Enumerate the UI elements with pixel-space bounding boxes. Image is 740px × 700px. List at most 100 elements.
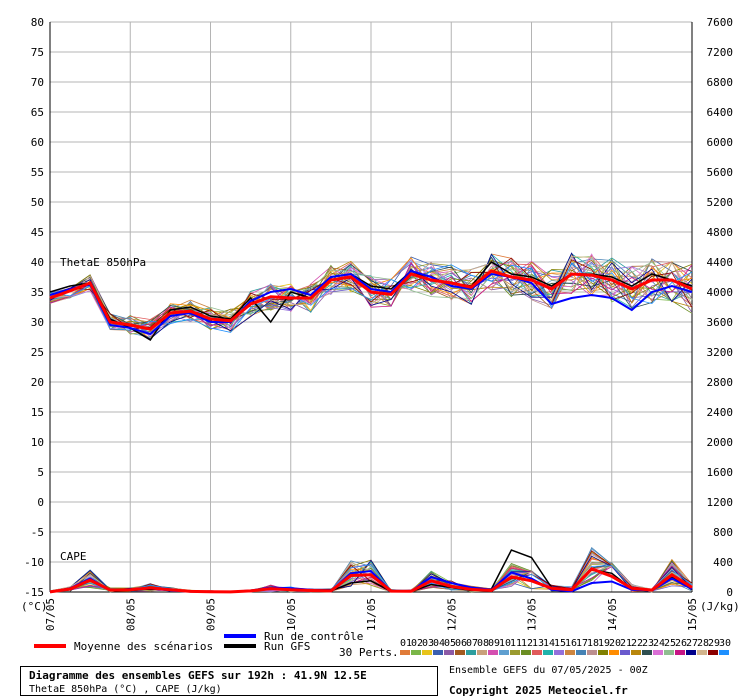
pert-color-swatch [675, 650, 685, 655]
thetae-perturbation-line [49, 254, 693, 331]
pert-color-swatch [631, 650, 641, 655]
pert-color-swatch [422, 650, 432, 655]
pert-color-swatch [653, 650, 663, 655]
left-tick-label: 75 [31, 46, 44, 59]
pert-number-label: 23 [642, 638, 654, 649]
chart-subtitle: ThetaE 850hPa (°C) , CAPE (J/kg) [29, 684, 222, 695]
pert-number-label: 21 [620, 638, 632, 649]
pert-number-label: 28 [697, 638, 709, 649]
pert-number-label: 30 [719, 638, 731, 649]
pert-color-swatch [565, 650, 575, 655]
right-tick-label: 4800 [707, 226, 734, 239]
pert-color-swatch [642, 650, 652, 655]
left-tick-label: 70 [31, 76, 44, 89]
right-tick-label: 2400 [707, 406, 734, 419]
pert-number-label: 04 [433, 638, 445, 649]
left-tick-label: 20 [31, 376, 44, 389]
main-series-lines [49, 261, 693, 594]
right-tick-label: 4000 [707, 286, 734, 299]
date-tick-label: 10/05 [285, 598, 298, 631]
pert-number-label: 01 [400, 638, 412, 649]
pert-color-swatch [400, 650, 410, 655]
ensemble-run-label: Ensemble GEFS du 07/05/2025 - 00Z [449, 665, 648, 676]
pert-number-label: 12 [521, 638, 533, 649]
chart-title: Diagramme des ensembles GEFS sur 192h : … [29, 669, 367, 682]
legend-perts-label: 30 Perts. [339, 646, 399, 659]
thetae-control-line [49, 269, 693, 336]
chart-info-box: Diagramme des ensembles GEFS sur 192h : … [20, 666, 438, 696]
left-tick-label: 10 [31, 436, 44, 449]
pert-color-swatch [488, 650, 498, 655]
pert-color-swatch [499, 650, 509, 655]
pert-color-swatch [455, 650, 465, 655]
right-tick-label: 2800 [707, 376, 734, 389]
left-tick-label: 35 [31, 286, 44, 299]
left-tick-label: 15 [31, 406, 44, 419]
pert-number-label: 06 [455, 638, 467, 649]
right-tick-label: 5200 [707, 196, 734, 209]
right-tick-label: 0 [726, 586, 733, 599]
pert-color-swatch [609, 650, 619, 655]
pert-number-label: 19 [598, 638, 610, 649]
right-axis-ticks: 7600720068006400600056005200480044004000… [707, 16, 734, 599]
thetae-annotation: ThetaE 850hPa [60, 256, 146, 269]
left-tick-label: 5 [37, 466, 44, 479]
pert-number-label: 08 [477, 638, 489, 649]
date-tick-label: 14/05 [606, 598, 619, 631]
pert-number-label: 17 [576, 638, 588, 649]
pert-color-swatch [510, 650, 520, 655]
right-axis-unit: (J/kg) [700, 600, 740, 613]
right-tick-label: 5600 [707, 166, 734, 179]
left-tick-label: 65 [31, 106, 44, 119]
date-tick-label: 08/05 [124, 598, 137, 631]
pert-number-label: 14 [543, 638, 555, 649]
pert-color-swatch [587, 650, 597, 655]
left-tick-label: 60 [31, 136, 44, 149]
pert-color-swatch [521, 650, 531, 655]
pert-number-label: 05 [444, 638, 456, 649]
thetae-perturbation-line [49, 260, 693, 333]
pert-number-label: 24 [653, 638, 665, 649]
pert-number-label: 03 [422, 638, 434, 649]
pert-number-label: 02 [411, 638, 423, 649]
pert-color-swatch [411, 650, 421, 655]
right-tick-label: 400 [713, 556, 733, 569]
pert-number-label: 18 [587, 638, 599, 649]
pert-color-swatch [686, 650, 696, 655]
right-tick-label: 6800 [707, 76, 734, 89]
left-tick-label: 55 [31, 166, 44, 179]
left-tick-label: 45 [31, 226, 44, 239]
cape-mean-line [49, 567, 693, 594]
pert-number-label: 27 [686, 638, 698, 649]
right-tick-label: 7600 [707, 16, 734, 29]
left-axis-unit: (°C) [21, 600, 48, 613]
pert-number-label: 29 [708, 638, 720, 649]
pert-color-swatch [532, 650, 542, 655]
pert-color-swatch [719, 650, 729, 655]
legend-mean-label: Moyenne des scénarios [74, 640, 213, 653]
right-tick-label: 6000 [707, 136, 734, 149]
pert-color-swatch [697, 650, 707, 655]
cape-annotation: CAPE [60, 550, 87, 563]
right-tick-label: 1200 [707, 496, 734, 509]
left-tick-label: 40 [31, 256, 44, 269]
left-tick-label: 80 [31, 16, 44, 29]
date-tick-label: 11/05 [365, 598, 378, 631]
right-tick-label: 6400 [707, 106, 734, 119]
right-tick-label: 3600 [707, 316, 734, 329]
pert-number-label: 26 [675, 638, 687, 649]
right-tick-label: 800 [713, 526, 733, 539]
legend-gfs-label: Run GFS [264, 640, 310, 653]
left-tick-label: -5 [31, 526, 44, 539]
pert-number-label: 09 [488, 638, 500, 649]
thetae-mean-line [49, 269, 693, 331]
pert-color-swatch [664, 650, 674, 655]
pert-number-label: 20 [609, 638, 621, 649]
date-tick-label: 09/05 [205, 598, 218, 631]
left-tick-label: 25 [31, 346, 44, 359]
thetae-perturbation-line [49, 252, 693, 340]
pert-color-swatch [543, 650, 553, 655]
date-tick-label: 15/05 [686, 598, 699, 631]
thetae-perturbation-line [49, 259, 693, 327]
